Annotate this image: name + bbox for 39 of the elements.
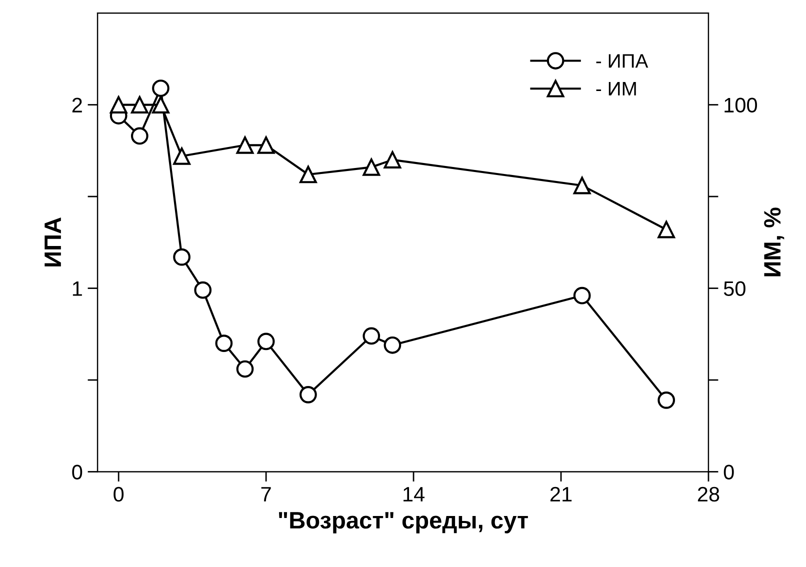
y-axis-title: ИПА: [44, 218, 61, 266]
point: [257, 332, 275, 350]
point: [173, 147, 190, 165]
point: [236, 136, 254, 154]
x-tick-label: 7: [261, 487, 271, 502]
point: [152, 96, 170, 114]
y-tick-label: 0: [72, 464, 82, 480]
y2-tick-label: 0: [724, 464, 734, 480]
point: [194, 281, 212, 299]
x-tick-label: 0: [114, 486, 124, 502]
point: [300, 166, 317, 184]
x-tick-label: 21: [550, 486, 572, 502]
point: [215, 334, 233, 352]
y-tick-label: 2: [72, 98, 82, 112]
point: [236, 360, 254, 378]
x-tick-label: 28: [698, 486, 720, 502]
point: [257, 136, 275, 154]
point: [384, 336, 402, 354]
point: [362, 158, 380, 176]
point: [300, 386, 317, 404]
point: [173, 248, 190, 266]
point: [658, 220, 676, 238]
point: [110, 96, 128, 114]
point: [362, 327, 380, 345]
point: [130, 127, 148, 145]
point: [573, 286, 591, 304]
point: [573, 176, 591, 194]
point: [130, 96, 148, 114]
y2-tick-label: 50: [724, 281, 746, 296]
point: [658, 392, 676, 409]
point: [384, 151, 402, 169]
legend-label: - ИПА: [596, 54, 648, 68]
y-tick-label: 1: [72, 281, 82, 296]
point: [152, 80, 170, 97]
x-tick-label: 14: [404, 487, 425, 502]
y2-tick-label: 100: [724, 98, 757, 113]
legend-label: - ИМ: [596, 82, 636, 96]
x-axis-title: "Возраст" среды, сут: [278, 512, 528, 534]
y2-axis-title: ИМ, %: [764, 208, 784, 276]
